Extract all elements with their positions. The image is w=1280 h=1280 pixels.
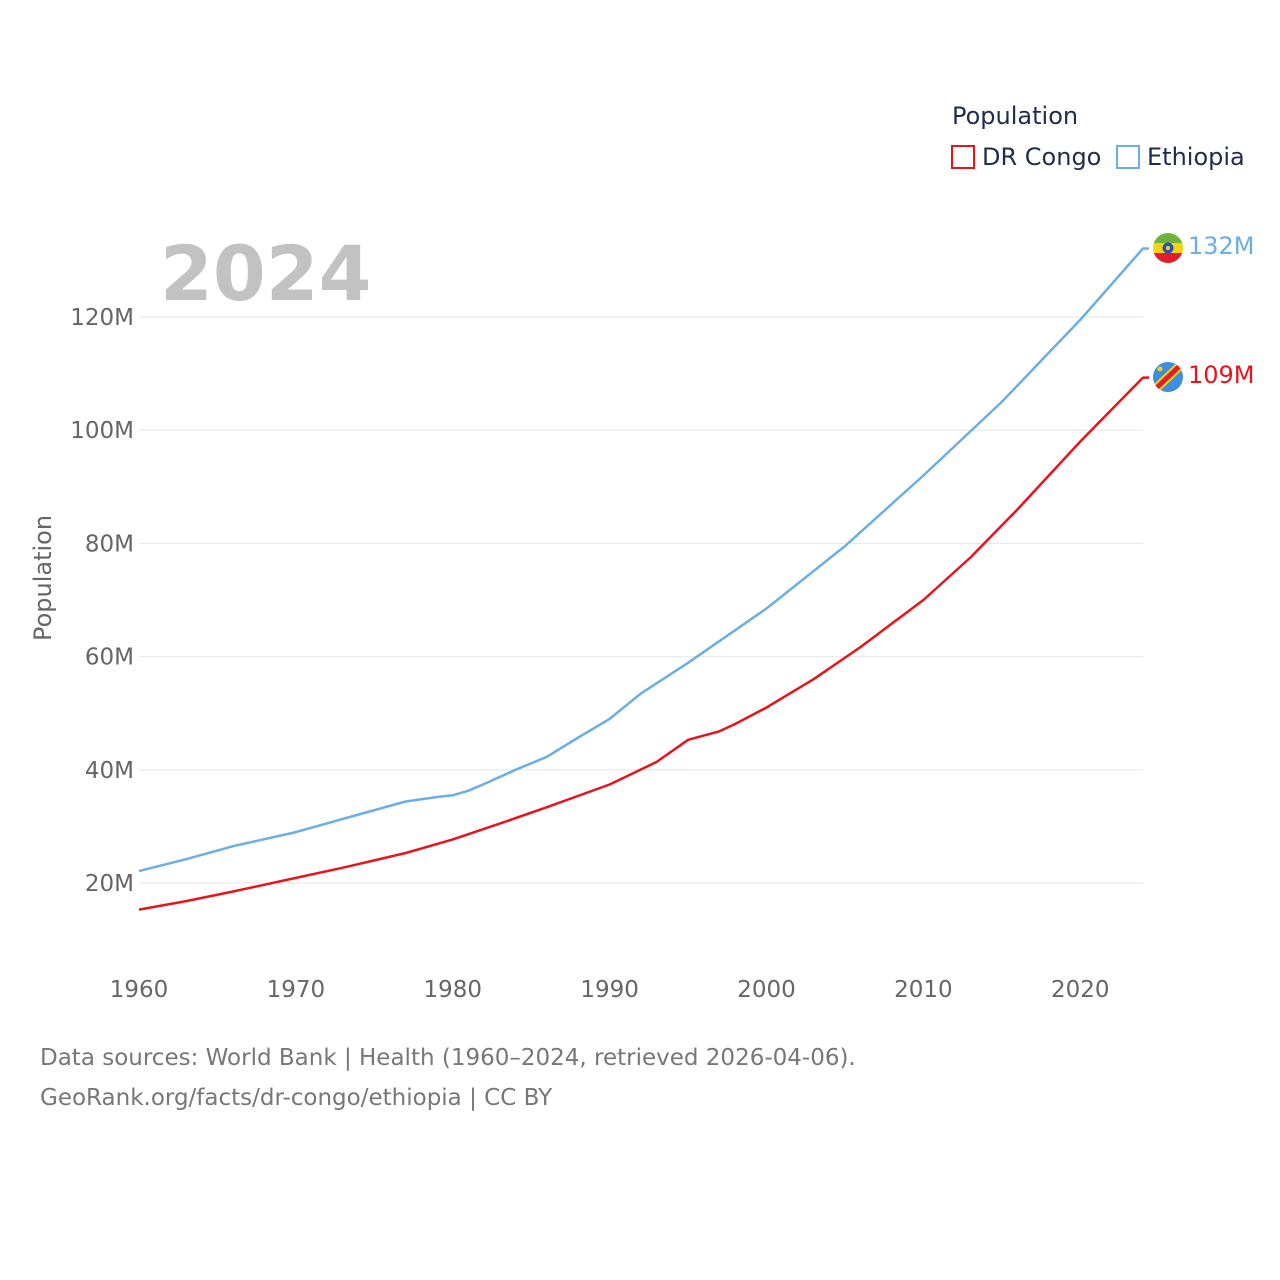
y-axis-ticks: 20M 40M 60M 80M 100M 120M xyxy=(70,305,134,897)
legend-title: Population xyxy=(952,102,1078,130)
end-label-ethiopia: 132M xyxy=(1188,232,1255,260)
y-axis-title: Population xyxy=(29,515,57,641)
end-marker-dr-congo: 109M xyxy=(1153,361,1255,392)
y-tick-label: 120M xyxy=(70,305,134,331)
x-tick-label: 1980 xyxy=(423,977,482,1003)
x-tick-label: 1990 xyxy=(580,977,639,1003)
legend: Population DR Congo Ethiopia xyxy=(951,102,1245,171)
x-axis-ticks: 1960 1970 1980 1990 2000 2010 2020 xyxy=(110,977,1110,1003)
legend-swatch-dr-congo[interactable] xyxy=(951,145,975,169)
y-tick-label: 20M xyxy=(85,871,134,897)
legend-swatch-ethiopia[interactable] xyxy=(1116,145,1140,169)
x-tick-label: 2000 xyxy=(737,977,796,1003)
gridlines xyxy=(139,316,1143,884)
end-marker-ethiopia: 132M xyxy=(1153,232,1255,263)
series-lines xyxy=(138,247,1149,911)
dr-congo-flag-icon xyxy=(1153,362,1183,392)
x-tick-label: 1970 xyxy=(267,977,326,1003)
x-tick-label: 2010 xyxy=(894,977,953,1003)
y-tick-label: 80M xyxy=(85,531,134,557)
end-label-dr-congo: 109M xyxy=(1188,361,1255,389)
source-note: Data sources: World Bank | Health (1960–… xyxy=(40,1045,856,1071)
series-line-dr-congo[interactable] xyxy=(138,376,1149,911)
x-tick-label: 2020 xyxy=(1051,977,1110,1003)
series-line-ethiopia[interactable] xyxy=(138,247,1149,873)
y-tick-label: 60M xyxy=(85,645,134,671)
legend-label-ethiopia[interactable]: Ethiopia xyxy=(1147,143,1245,171)
source-link[interactable]: GeoRank.org/facts/dr-congo/ethiopia | CC… xyxy=(40,1085,553,1111)
y-tick-label: 40M xyxy=(85,758,134,784)
legend-label-dr-congo[interactable]: DR Congo xyxy=(982,143,1101,171)
y-tick-label: 100M xyxy=(70,418,134,444)
x-tick-label: 1960 xyxy=(110,977,169,1003)
year-label: 2024 xyxy=(160,229,372,318)
ethiopia-flag-icon xyxy=(1153,233,1183,263)
